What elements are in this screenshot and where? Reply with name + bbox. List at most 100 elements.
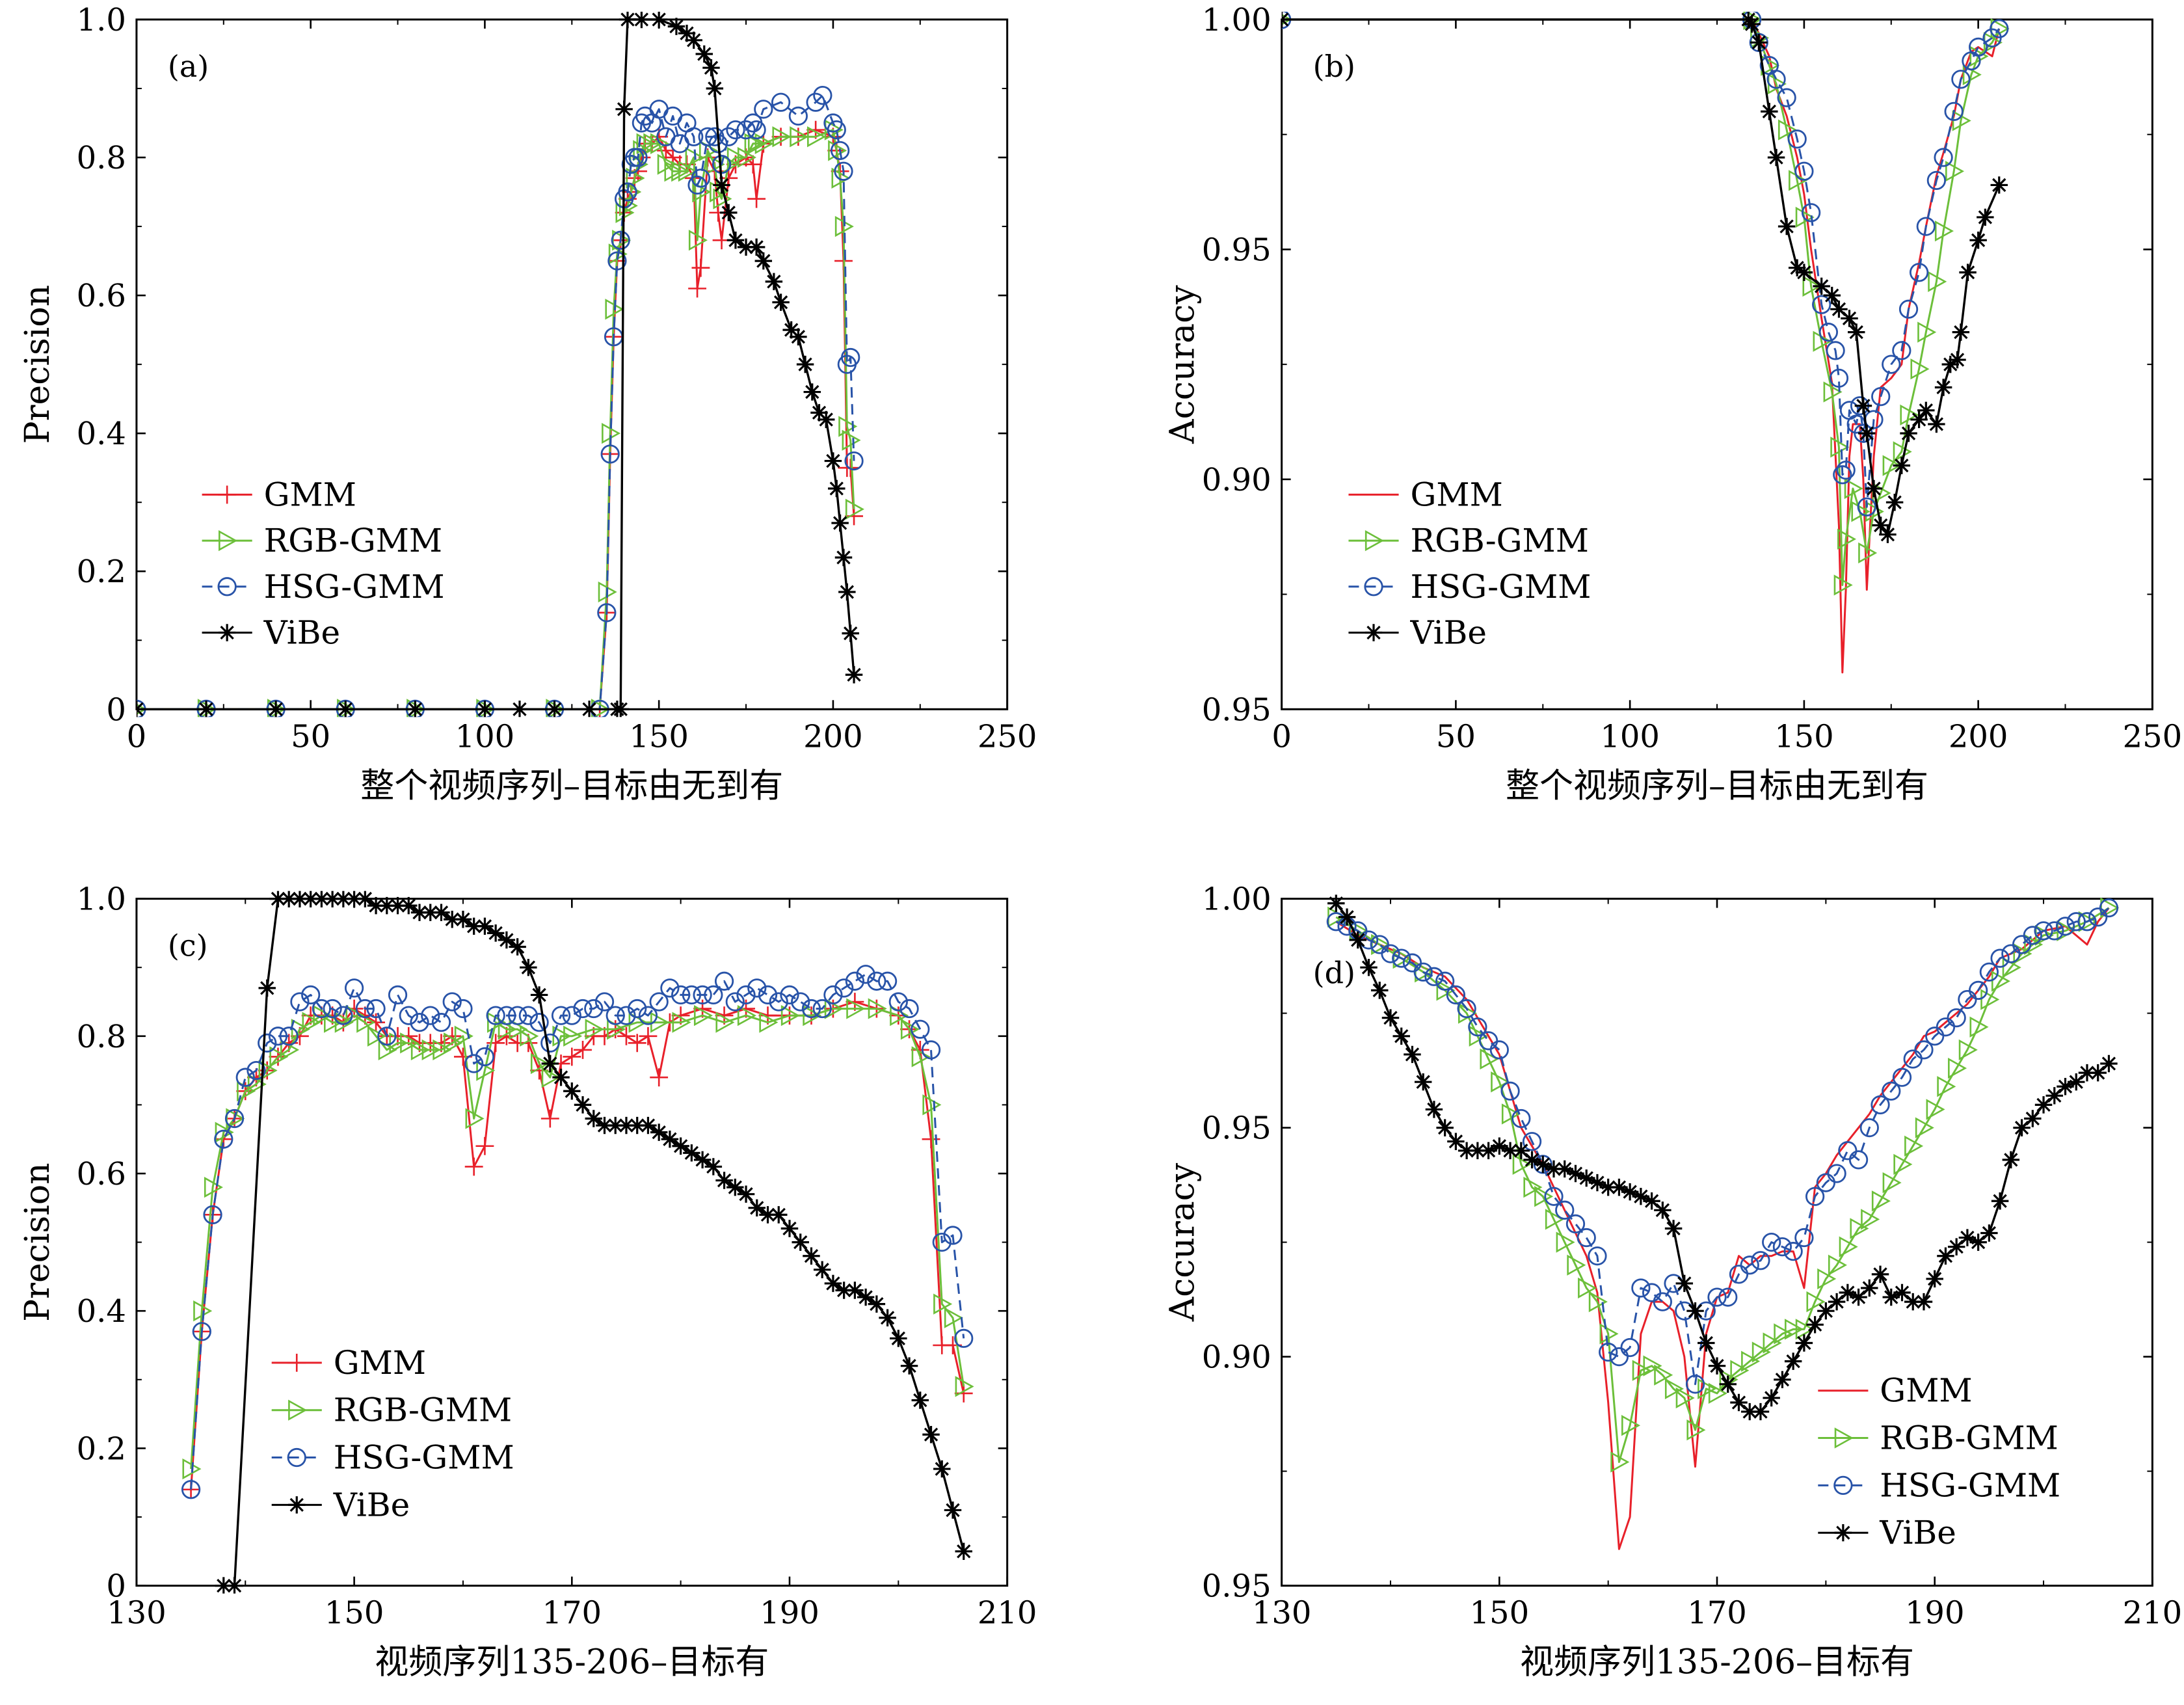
data-point-rgb-gmm: [1882, 1172, 1902, 1194]
data-point-rgb-gmm: [933, 1293, 953, 1315]
data-point-vibe: [541, 1054, 559, 1073]
data-point-vibe: [765, 273, 783, 291]
data-point-hsg-gmm: [1500, 1081, 1520, 1101]
data-point-vibe: [1480, 1142, 1497, 1160]
data-point-hsg-gmm: [877, 971, 898, 991]
data-point-hsg-gmm: [2077, 912, 2097, 932]
data-point-hsg-gmm: [943, 1226, 963, 1245]
x-tick-label: 130: [1252, 1595, 1312, 1631]
plot-frame: [135, 18, 1009, 710]
data-point-vibe: [704, 1158, 723, 1175]
data-point-rgb-gmm: [585, 1019, 604, 1040]
data-point-hsg-gmm: [1565, 1214, 1586, 1234]
data-point-rgb-gmm: [1833, 574, 1853, 596]
data-point-rgb-gmm: [204, 1176, 223, 1198]
data-point-hsg-gmm: [377, 1027, 397, 1046]
data-point-hsg-gmm: [771, 92, 791, 112]
y-tick-label: 0.95: [1202, 691, 1272, 728]
series-hsg-gmm: [1281, 11, 2009, 517]
data-point-rgb-gmm: [389, 1032, 408, 1054]
data-point-vibe: [302, 891, 319, 907]
data-point-vibe: [552, 1068, 570, 1086]
data-point-rgb-gmm: [1934, 221, 1954, 242]
data-point-hsg-gmm: [617, 1006, 636, 1025]
legend-swatch-marker: [1365, 624, 1383, 641]
data-point-rgb-gmm: [433, 1039, 452, 1061]
data-point-vibe: [520, 958, 537, 976]
data-point-vibe: [737, 238, 755, 256]
data-point-rgb-gmm: [1893, 441, 1912, 463]
x-axis-label: 整个视频序列–目标由无到有: [1506, 766, 1928, 805]
data-point-hsg-gmm: [1609, 1347, 1629, 1367]
x-tick-label: 250: [2123, 718, 2183, 755]
data-point-hsg-gmm: [788, 106, 808, 126]
data-point-rgb-gmm: [1969, 1016, 1989, 1038]
data-point-hsg-gmm: [1882, 355, 1901, 374]
series-rgb-gmm: [1327, 897, 2120, 1473]
data-point-rgb-gmm: [1512, 1153, 1532, 1175]
data-point-rgb-gmm: [955, 1376, 974, 1397]
data-point-gmm: [574, 1040, 592, 1059]
data-point-rgb-gmm: [1643, 1355, 1662, 1376]
panel-label: (c): [168, 928, 208, 963]
data-point-vibe: [410, 904, 429, 921]
data-point-vibe: [1882, 1288, 1900, 1306]
data-point-rgb-gmm: [1850, 1218, 1869, 1239]
legend-swatch-marker: [288, 1399, 308, 1421]
legend-label: ViBe: [263, 613, 341, 651]
data-point-hsg-gmm: [246, 1060, 266, 1081]
data-point-hsg-gmm: [638, 1006, 658, 1025]
data-point-rgb-gmm: [400, 1032, 419, 1054]
data-point-hsg-gmm: [704, 985, 723, 1005]
data-point-hsg-gmm: [660, 978, 680, 998]
data-point-vibe: [345, 891, 363, 907]
data-point-vibe: [810, 404, 828, 422]
data-point-hsg-gmm: [2034, 921, 2053, 941]
data-point-hsg-gmm: [791, 992, 810, 1012]
data-point-hsg-gmm: [1794, 1228, 1814, 1248]
data-point-rgb-gmm: [715, 1012, 735, 1033]
data-point-vibe: [334, 891, 353, 907]
data-point-rgb-gmm: [900, 1019, 920, 1040]
legend-label: HSG-GMM: [334, 1439, 514, 1477]
data-point-vibe: [1523, 1151, 1541, 1169]
data-point-vibe: [607, 1116, 624, 1134]
data-point-gmm: [628, 1034, 646, 1053]
data-point-rgb-gmm: [541, 1067, 561, 1088]
data-point-rgb-gmm: [671, 161, 691, 182]
data-point-hsg-gmm: [1446, 985, 1466, 1005]
plot-frame: [1281, 18, 2153, 710]
data-point-rgb-gmm: [1698, 1378, 1717, 1400]
data-point-hsg-gmm: [2045, 921, 2064, 941]
data-point-rgb-gmm: [1785, 1319, 1804, 1340]
data-point-hsg-gmm: [518, 1006, 538, 1025]
data-point-vibe: [2024, 1110, 2042, 1127]
data-point-hsg-gmm: [1859, 1118, 1879, 1138]
data-point-vibe: [1545, 1160, 1563, 1178]
x-tick-label: 50: [291, 718, 330, 755]
data-point-hsg-gmm: [475, 1047, 495, 1067]
data-point-vibe: [1828, 1293, 1846, 1311]
data-point-vibe: [1708, 1357, 1726, 1375]
data-point-rgb-gmm: [487, 1012, 507, 1033]
y-axis-label: Precision: [18, 1162, 57, 1322]
data-point-hsg-gmm: [769, 992, 788, 1012]
data-point-hsg-gmm: [607, 251, 627, 271]
data-point-hsg-gmm: [1990, 19, 2009, 38]
series-line-gmm: [136, 129, 855, 710]
x-tick-label: 150: [1774, 718, 1834, 755]
data-point-hsg-gmm: [684, 127, 704, 146]
data-point-rgb-gmm: [1632, 1360, 1651, 1381]
data-point-vibe: [754, 252, 773, 270]
data-point-vibe: [944, 1501, 962, 1519]
chart-panel-d: 130 150 170 190 210 0.95 0.90 0.95 1.00 视频序列135-2…: [1164, 881, 2183, 1682]
data-point-hsg-gmm: [1685, 1375, 1705, 1394]
data-point-hsg-gmm: [1718, 1287, 1738, 1307]
legend-entry-hsg-gmm: HSG-GMM: [271, 1439, 514, 1477]
data-point-vibe: [813, 1261, 831, 1279]
series-line-vibe: [1281, 18, 2001, 536]
data-point-rgb-gmm: [1851, 501, 1871, 522]
data-point-hsg-gmm: [507, 1006, 527, 1025]
data-point-vibe: [1937, 1247, 1954, 1265]
data-point-rgb-gmm: [838, 416, 858, 437]
